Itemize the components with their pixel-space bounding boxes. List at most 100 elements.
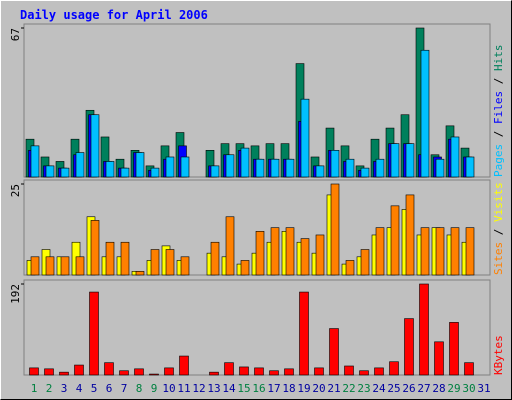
y-tick-label: 67 (9, 28, 22, 41)
bar (315, 234, 325, 276)
legend-separator: / (492, 71, 505, 91)
legend-entry: Hits (492, 45, 505, 72)
bar (135, 152, 145, 178)
bar (405, 194, 415, 276)
bar (74, 364, 84, 376)
bar (390, 143, 400, 178)
bar (105, 161, 115, 178)
bar (420, 227, 430, 276)
x-tick-label: 15 (237, 382, 250, 395)
x-tick-label: 18 (282, 382, 295, 395)
x-tick-label: 20 (312, 382, 325, 395)
bar (30, 256, 40, 276)
bar (180, 256, 190, 276)
x-tick-label: 3 (61, 382, 68, 395)
bar (60, 256, 70, 276)
bar (225, 216, 235, 276)
legend-entry: Pages (492, 144, 505, 177)
legend-entry: Sites (492, 242, 505, 275)
bar (60, 167, 70, 178)
x-tick-label: 21 (327, 382, 340, 395)
bar (314, 367, 324, 376)
bar (165, 156, 175, 178)
legend-separator: / (492, 124, 505, 144)
bar (135, 271, 145, 276)
bar (210, 165, 220, 178)
bar (29, 367, 39, 376)
x-tick-label: 16 (252, 382, 265, 395)
x-tick-label: 24 (372, 382, 386, 395)
bar (209, 371, 219, 376)
bar (90, 114, 100, 178)
x-tick-label: 11 (177, 382, 190, 395)
bar (180, 156, 190, 178)
bar (89, 291, 99, 376)
bar (179, 355, 189, 376)
x-tick-label: 13 (207, 382, 220, 395)
y-tick-label: 192 (9, 284, 22, 304)
x-tick-label: 10 (162, 382, 175, 395)
bar (450, 136, 460, 178)
bar (434, 341, 444, 376)
x-tick-label: 5 (91, 382, 98, 395)
bar (284, 368, 294, 376)
x-tick-label: 19 (297, 382, 310, 395)
x-tick-label: 4 (76, 382, 83, 395)
bar (90, 220, 100, 276)
legend: Pages / Files / Hits (492, 45, 505, 178)
bar (240, 147, 250, 178)
bar (104, 362, 114, 376)
bar (120, 167, 130, 178)
bar (329, 328, 339, 376)
bar (345, 158, 355, 178)
x-tick-label: 7 (121, 382, 128, 395)
bar (360, 167, 370, 178)
x-tick-label: 8 (136, 382, 143, 395)
bar (149, 373, 159, 376)
x-tick-label: 1 (31, 382, 38, 395)
x-tick-label: 9 (151, 382, 158, 395)
x-tick-label: 17 (267, 382, 280, 395)
bar (285, 158, 295, 178)
bar (44, 368, 54, 376)
bar (300, 238, 310, 276)
bar (450, 227, 460, 276)
bar (300, 98, 310, 178)
bar (150, 249, 160, 276)
bar (270, 227, 280, 276)
bar (164, 367, 174, 376)
x-tick-label: 23 (357, 382, 370, 395)
x-tick-label: 2 (46, 382, 53, 395)
bar (405, 143, 415, 178)
y-tick-label: 25 (9, 184, 22, 197)
bar (240, 260, 250, 276)
bar (255, 158, 265, 178)
bar (389, 361, 399, 376)
bar (359, 370, 369, 376)
bar (30, 145, 40, 178)
bar (239, 366, 249, 376)
bar (330, 183, 340, 276)
bar (375, 158, 385, 178)
x-tick-label: 6 (106, 382, 113, 395)
legend-entry: KBytes (492, 335, 505, 375)
legend: KBytes (492, 335, 505, 375)
bar (75, 152, 85, 178)
bar (299, 291, 309, 376)
bar (374, 367, 384, 376)
bar (285, 227, 295, 276)
bar (150, 167, 160, 178)
x-tick-label: 25 (387, 382, 400, 395)
bar (345, 260, 355, 276)
bar (360, 249, 370, 276)
bar (315, 165, 325, 178)
bar (45, 256, 55, 276)
legend-entry: Visits (492, 182, 505, 222)
legend-separator: / (492, 222, 505, 242)
bar (344, 365, 354, 376)
bar (465, 227, 475, 276)
bar (45, 165, 55, 178)
x-tick-label: 31 (477, 382, 490, 395)
x-tick-label: 26 (402, 382, 415, 395)
